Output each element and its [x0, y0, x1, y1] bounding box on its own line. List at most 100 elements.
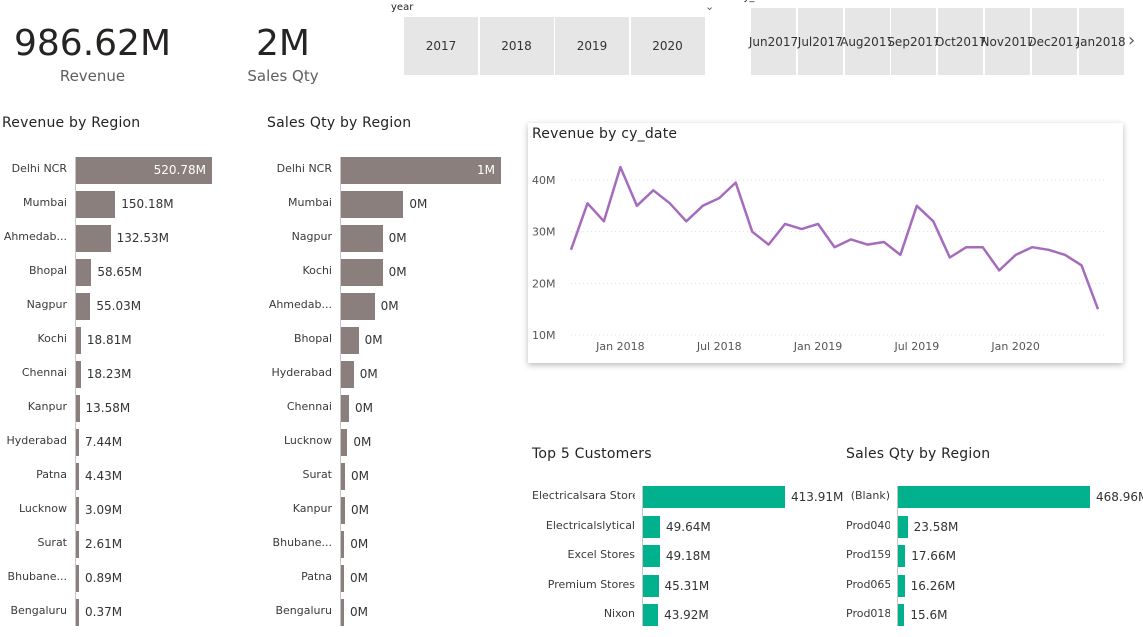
bar-value-label: 4.43M [85, 469, 123, 483]
bar[interactable] [341, 462, 345, 490]
bar[interactable] [76, 428, 79, 456]
data-point[interactable] [931, 219, 936, 224]
bar[interactable] [341, 496, 345, 524]
y-tick-label: 30M [532, 226, 556, 239]
data-point[interactable] [733, 180, 738, 185]
bar-value-label: 43.92M [664, 608, 709, 622]
chevron-down-icon[interactable]: ⌄ [705, 0, 715, 13]
bar[interactable] [341, 530, 345, 558]
year-option-2019[interactable]: 2019 [555, 17, 629, 75]
data-point[interactable] [1079, 263, 1084, 268]
revenue-line[interactable] [569, 165, 1100, 310]
bar[interactable] [643, 486, 785, 508]
data-point[interactable] [865, 242, 870, 247]
bar[interactable] [76, 394, 80, 422]
data-point[interactable] [651, 188, 656, 193]
date-option-nov-2017[interactable]: Nov 2017 [981, 8, 1034, 75]
bar[interactable] [643, 574, 659, 597]
data-point[interactable] [980, 245, 985, 250]
date-option-aug-2017[interactable]: Aug 2017 [840, 8, 894, 75]
bar[interactable] [76, 564, 79, 592]
bar[interactable] [643, 604, 659, 626]
bar[interactable] [898, 515, 908, 538]
bar-category-label: Ahmedab... [268, 298, 332, 311]
bar[interactable] [643, 545, 660, 567]
data-point[interactable] [667, 201, 672, 206]
bar[interactable] [76, 190, 116, 218]
bar[interactable] [341, 598, 344, 626]
data-point[interactable] [881, 240, 886, 245]
bar-category-label: Premium Stores [547, 577, 635, 591]
bar-value-label: 0M [359, 367, 378, 381]
bar[interactable] [76, 530, 79, 558]
chevron-right-icon[interactable]: › [1128, 30, 1136, 51]
x-tick-label: Jul 2019 [893, 340, 939, 353]
data-point[interactable] [601, 219, 606, 224]
data-point[interactable] [766, 242, 771, 247]
data-point[interactable] [700, 203, 705, 208]
bar[interactable] [76, 258, 92, 286]
date-option-dec-2017[interactable]: Dec 2017 [1027, 8, 1081, 75]
bar[interactable] [341, 258, 383, 286]
data-point[interactable] [569, 247, 574, 252]
data-point[interactable] [947, 255, 952, 260]
year-option-2020[interactable]: 2020 [630, 17, 705, 75]
data-point[interactable] [1013, 252, 1018, 257]
year-option-2018[interactable]: 2018 [479, 17, 554, 75]
bar[interactable] [76, 360, 81, 388]
bar-category-label: Mumbai [288, 196, 332, 209]
data-point[interactable] [717, 196, 722, 201]
data-point[interactable] [832, 245, 837, 250]
data-point[interactable] [634, 203, 639, 208]
data-point[interactable] [783, 221, 788, 226]
bar[interactable] [341, 292, 375, 320]
bar[interactable] [898, 545, 906, 567]
bar[interactable] [341, 564, 344, 592]
bar[interactable] [643, 515, 661, 538]
date-option-jan-2018[interactable]: Jan 2018 [1077, 8, 1126, 75]
date-option-jun-2017[interactable]: Jun 2017 [749, 8, 798, 75]
bar-category-label: Bhubane... [272, 536, 332, 549]
bar[interactable] [341, 190, 404, 218]
bar[interactable] [898, 486, 1090, 508]
bar[interactable] [341, 428, 348, 456]
date-option-jul-2017[interactable]: Jul 2017 [798, 8, 843, 75]
bar[interactable] [898, 574, 905, 597]
bar[interactable] [76, 292, 91, 320]
bar[interactable] [76, 224, 111, 252]
data-point[interactable] [750, 229, 755, 234]
data-point[interactable] [816, 221, 821, 226]
bar[interactable] [76, 326, 81, 354]
data-point[interactable] [1063, 252, 1068, 257]
bar[interactable] [341, 326, 359, 354]
data-point[interactable] [618, 165, 623, 170]
bar[interactable] [76, 496, 79, 524]
bar-value-label: 58.65M [97, 265, 143, 279]
bar[interactable] [76, 598, 79, 626]
data-point[interactable] [1096, 307, 1101, 312]
bar[interactable] [341, 394, 349, 422]
bar[interactable] [76, 156, 212, 184]
data-point[interactable] [964, 245, 969, 250]
date-option-year: 2017 [909, 34, 941, 49]
bar-category-label: (Blank) [850, 489, 890, 502]
date-option-oct-2017[interactable]: Oct 2017 [935, 8, 986, 75]
bar[interactable] [76, 462, 79, 490]
data-point[interactable] [997, 268, 1002, 273]
bar-category-label: Kanpur [292, 502, 332, 515]
data-point[interactable] [1046, 247, 1051, 252]
bar[interactable] [341, 360, 354, 388]
data-point[interactable] [799, 227, 804, 232]
data-point[interactable] [585, 201, 590, 206]
data-point[interactable] [914, 203, 919, 208]
year-option-2017[interactable]: 2017 [404, 17, 478, 75]
data-point[interactable] [898, 252, 903, 257]
date-option-sep-2017[interactable]: Sep 2017 [887, 8, 940, 75]
data-point[interactable] [848, 237, 853, 242]
bar[interactable] [341, 224, 383, 252]
bar[interactable] [341, 156, 501, 184]
data-point[interactable] [684, 219, 689, 224]
data-point[interactable] [1030, 245, 1035, 250]
sales-qty-by-region-title: Sales Qty by Region [267, 115, 412, 131]
bar[interactable] [898, 604, 905, 626]
